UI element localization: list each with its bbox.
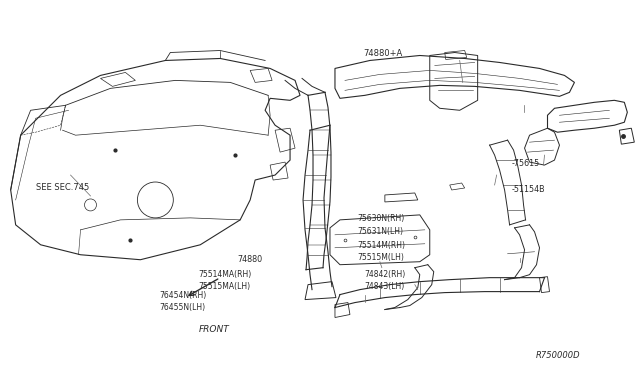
Text: R750000D: R750000D [536,351,580,360]
Text: -75615: -75615 [511,159,540,168]
Text: 76454N(RH): 76454N(RH) [159,291,206,300]
Text: 75515M(LH): 75515M(LH) [357,253,404,262]
Text: 75630N(RH): 75630N(RH) [357,214,404,223]
Text: 74880+A: 74880+A [364,49,403,58]
Text: 75514MA(RH): 75514MA(RH) [198,270,252,279]
Text: SEE SEC.745: SEE SEC.745 [36,183,89,192]
Text: 75515MA(LH): 75515MA(LH) [198,282,251,291]
Text: FRONT: FRONT [198,325,229,334]
Text: 75514M(RH): 75514M(RH) [357,241,405,250]
Text: 74843(LH): 74843(LH) [365,282,405,291]
Text: 75631N(LH): 75631N(LH) [357,227,403,236]
Text: 74880: 74880 [237,255,262,264]
Text: 74842(RH): 74842(RH) [365,270,406,279]
Text: -51154B: -51154B [511,185,545,194]
Text: 76455N(LH): 76455N(LH) [159,303,205,312]
